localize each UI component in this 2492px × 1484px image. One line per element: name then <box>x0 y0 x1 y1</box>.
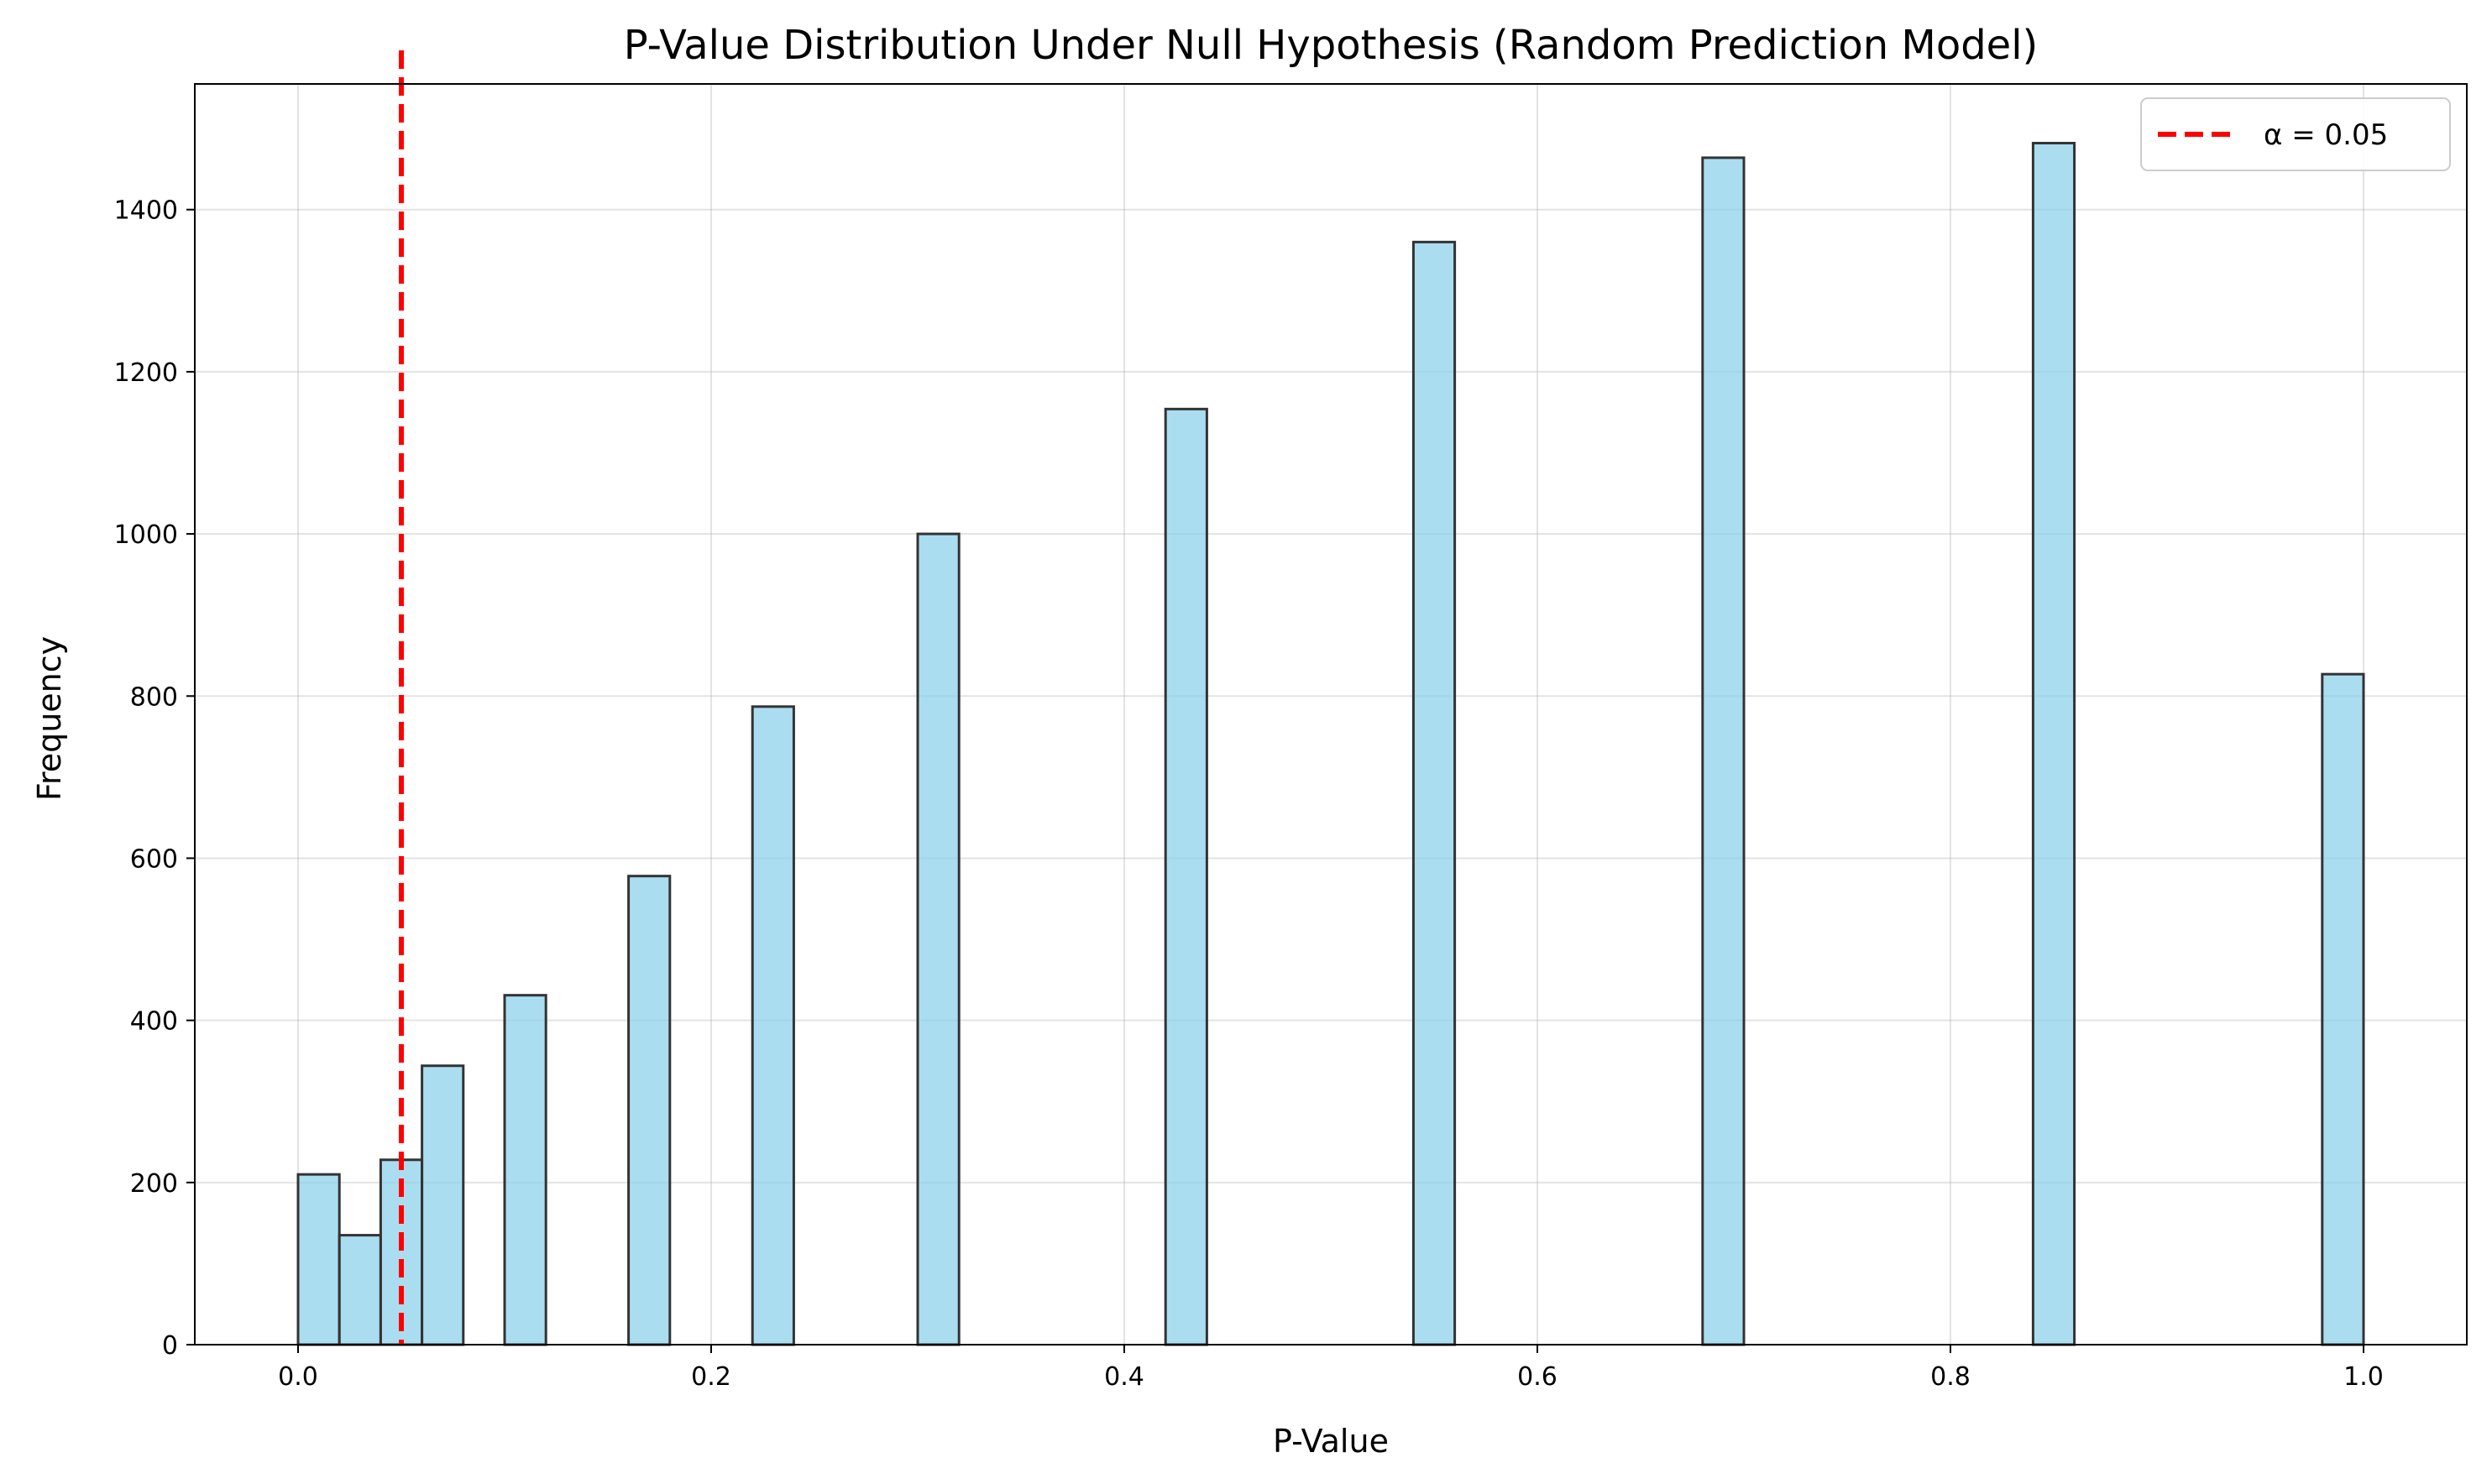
plot-area-frame <box>194 83 2468 1346</box>
histogram-bar <box>2031 142 2076 1346</box>
chart-title: P-Value Distribution Under Null Hypothes… <box>624 22 2039 69</box>
y-tick-label: 1400 <box>114 196 178 226</box>
y-tick-label: 1000 <box>114 520 178 550</box>
histogram-bar <box>1164 407 1208 1346</box>
legend: α = 0.05 <box>2140 97 2451 171</box>
x-tick-label: 0.8 <box>1930 1362 1971 1392</box>
x-tick-label: 0.6 <box>1517 1362 1558 1392</box>
histogram-bar <box>2321 672 2365 1346</box>
legend-box <box>2140 97 2451 171</box>
histogram-bar <box>751 705 795 1346</box>
x-axis-ticks: 0.0 0.2 0.4 0.6 0.8 1.0 <box>278 1345 2384 1392</box>
y-tick-label: 800 <box>130 682 178 712</box>
histogram-bar <box>338 1234 382 1346</box>
y-tick-label: 0 <box>162 1331 178 1361</box>
grid-lines <box>195 84 2467 1346</box>
histogram-bar <box>627 875 672 1346</box>
histogram-bar <box>1701 156 1746 1346</box>
histogram-bar <box>1411 240 1457 1346</box>
histogram-bar <box>503 994 547 1346</box>
y-tick-label: 200 <box>130 1169 178 1199</box>
x-tick-label: 0.2 <box>691 1362 731 1392</box>
histogram-bar <box>421 1064 465 1346</box>
histogram-bar <box>296 1173 341 1346</box>
x-tick-label: 0.4 <box>1104 1362 1144 1392</box>
legend-threshold-label: α = 0.05 <box>2264 118 2388 152</box>
histogram-bar <box>916 532 961 1346</box>
y-tick-label: 1200 <box>114 358 178 388</box>
y-axis-ticks: 0 200 400 600 800 1000 1200 1400 <box>114 196 195 1361</box>
x-axis-label: P-Value <box>1273 1423 1389 1460</box>
y-tick-label: 600 <box>130 844 178 874</box>
x-tick-label: 0.0 <box>278 1362 318 1392</box>
y-tick-label: 400 <box>130 1007 178 1037</box>
x-tick-label: 1.0 <box>2343 1362 2384 1392</box>
y-axis-label: Frequency <box>31 636 68 801</box>
